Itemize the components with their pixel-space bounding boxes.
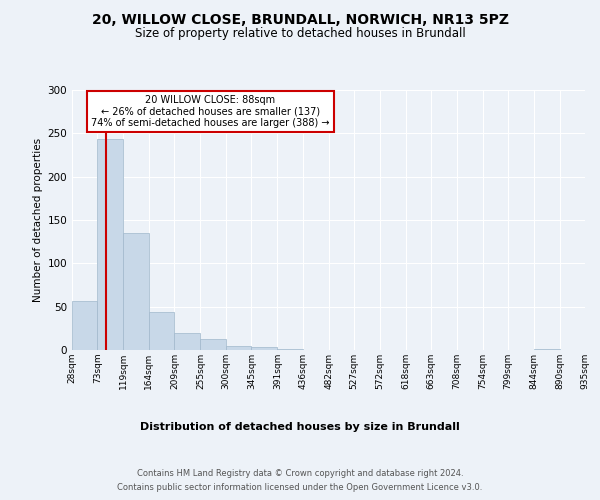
Text: 20, WILLOW CLOSE, BRUNDALL, NORWICH, NR13 5PZ: 20, WILLOW CLOSE, BRUNDALL, NORWICH, NR1…: [91, 12, 509, 26]
Bar: [149, 312, 175, 350]
Bar: [124, 233, 149, 350]
Text: Contains public sector information licensed under the Open Government Licence v3: Contains public sector information licen…: [118, 484, 482, 492]
Bar: [175, 332, 200, 350]
Bar: [72, 300, 97, 350]
Bar: [226, 346, 251, 350]
Bar: [200, 338, 226, 350]
Text: 20 WILLOW CLOSE: 88sqm
← 26% of detached houses are smaller (137)
74% of semi-de: 20 WILLOW CLOSE: 88sqm ← 26% of detached…: [91, 95, 330, 128]
Text: Contains HM Land Registry data © Crown copyright and database right 2024.: Contains HM Land Registry data © Crown c…: [137, 469, 463, 478]
Bar: [97, 140, 124, 350]
Bar: [277, 349, 303, 350]
Y-axis label: Number of detached properties: Number of detached properties: [33, 138, 43, 302]
Text: Distribution of detached houses by size in Brundall: Distribution of detached houses by size …: [140, 422, 460, 432]
Bar: [533, 349, 560, 350]
Bar: [251, 346, 277, 350]
Text: Size of property relative to detached houses in Brundall: Size of property relative to detached ho…: [134, 28, 466, 40]
